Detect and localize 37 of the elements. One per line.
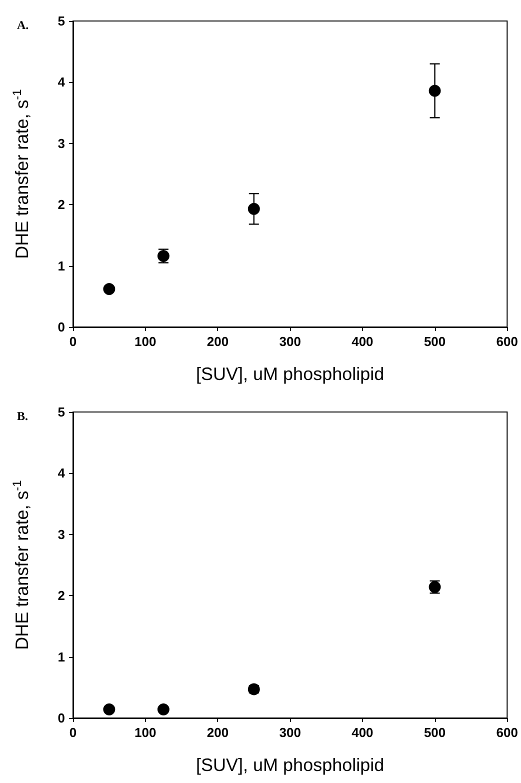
x-tick-label: 100: [134, 725, 156, 740]
x-tick-label: 200: [206, 725, 229, 740]
point: [428, 84, 441, 97]
y-tick-label: 0: [58, 710, 65, 726]
point: [157, 703, 170, 716]
y-tick-label: 3: [58, 526, 65, 542]
x-axis-title: [SUV], uM phospholipid: [196, 364, 384, 384]
y-tick-label: 4: [58, 74, 66, 90]
y-tick-label: 2: [58, 588, 65, 604]
y-axis-title: DHE transfer rate, s-1: [10, 88, 32, 259]
y-tick-label: 4: [58, 466, 66, 481]
y-tick-label: 1: [58, 649, 65, 664]
point: [103, 703, 116, 716]
x-tick-label: 600: [496, 725, 518, 740]
x-tick-label: 100: [134, 334, 156, 349]
y-tick-label: 5: [58, 404, 65, 420]
point: [103, 283, 116, 296]
chart-title: B.: [17, 409, 28, 423]
x-tick-label: 200: [206, 334, 229, 349]
x-tick-label: 400: [352, 725, 374, 740]
x-tick-label: 600: [496, 334, 518, 349]
x-tick-label: 300: [279, 334, 301, 349]
y-tick-label: 2: [58, 197, 65, 212]
y-tick-label: 0: [58, 320, 65, 334]
x-tick-label: 500: [424, 334, 446, 349]
x-tick-label: 400: [352, 334, 374, 349]
chart-title: A.: [17, 18, 29, 32]
y-tick-label: 1: [58, 258, 65, 274]
x-tick-label: 0: [69, 334, 77, 349]
point: [248, 202, 260, 215]
y-axis-title: DHE transfer rate, s-1: [10, 480, 32, 650]
x-tick-label: 300: [279, 725, 301, 740]
x-tick-label: 500: [424, 725, 446, 740]
y-tick-label: 3: [58, 136, 65, 151]
x-tick-label: 0: [69, 725, 77, 740]
x-axis-title: [SUV], uM phospholipid: [196, 755, 384, 775]
y-tick-label: 5: [58, 14, 65, 28]
